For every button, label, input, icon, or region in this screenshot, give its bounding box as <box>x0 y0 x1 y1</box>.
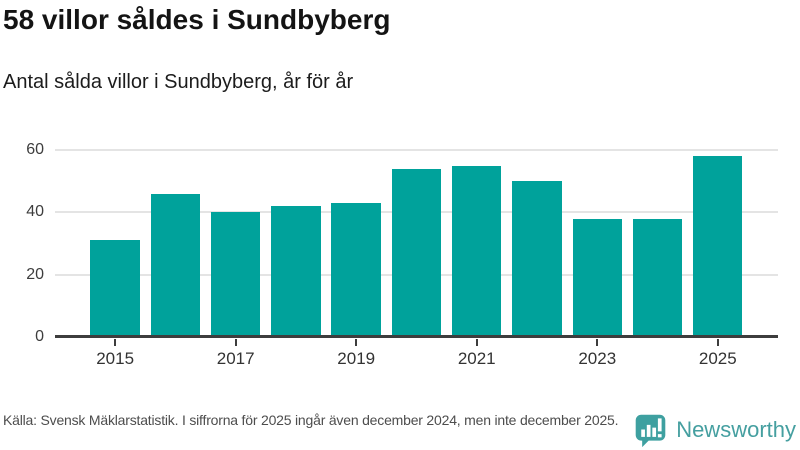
newsworthy-brand: Newsworthy <box>632 411 796 448</box>
y-tick-label-0: 0 <box>35 328 44 345</box>
x-slot-2017: 2017 <box>206 339 266 369</box>
x-slot-2018 <box>266 339 326 369</box>
bar-2023 <box>572 218 622 337</box>
x-tick-label-2023: 2023 <box>578 349 617 368</box>
y-tick-label-40: 40 <box>26 203 44 221</box>
y-tick-label-20: 20 <box>26 265 44 283</box>
bar-2017 <box>210 212 261 337</box>
bar-2020 <box>391 168 442 337</box>
x-slot-2016 <box>145 339 205 369</box>
bar-slot-2015 <box>85 150 145 337</box>
x-tick-label-2019: 2019 <box>337 349 376 368</box>
newsworthy-logo-icon <box>635 414 666 448</box>
x-slot-2015: 2015 <box>85 339 145 369</box>
x-slot-2025: 2025 <box>688 339 748 369</box>
bar-2025 <box>693 156 743 337</box>
bar-2021 <box>452 165 502 337</box>
x-tick-label-2025: 2025 <box>698 349 737 368</box>
x-slot-2023: 2023 <box>567 339 627 369</box>
bar-2019 <box>331 202 381 337</box>
bar-2022 <box>512 181 562 337</box>
x-tick-mark-2017 <box>234 339 237 346</box>
bar-2016 <box>150 193 201 337</box>
x-tick-label-2017: 2017 <box>216 349 255 368</box>
bar-slot-2017 <box>206 150 266 337</box>
bar-slot-2019 <box>326 150 386 337</box>
bar-slot-2018 <box>266 150 326 337</box>
bar-2024 <box>632 218 683 337</box>
chart-subtitle: Antal sålda villor i Sundbyberg, år för … <box>3 71 354 93</box>
plot-area <box>55 149 778 338</box>
y-axis: 0 20 40 60 <box>0 141 44 345</box>
x-tick-mark-2025 <box>716 339 719 346</box>
x-tick-label-2021: 2021 <box>457 349 496 368</box>
x-tick-mark-2019 <box>355 339 358 346</box>
bar-slot-2016 <box>145 150 205 337</box>
x-tick-mark-2015 <box>114 339 117 346</box>
bar-slot-2021 <box>447 150 507 337</box>
x-tick-mark-2023 <box>596 339 599 346</box>
bar-2018 <box>271 206 321 337</box>
x-axis: 2015 2017 2019 2021 2023 2025 <box>85 339 748 369</box>
bar-slot-2020 <box>386 150 446 337</box>
gridline-60 <box>55 149 778 151</box>
y-tick-label-60: 60 <box>26 141 44 158</box>
source-note: Källa: Svensk Mäklarstatistik. I siffror… <box>3 412 619 428</box>
x-tick-label-2015: 2015 <box>96 349 135 368</box>
x-slot-2020 <box>386 339 446 369</box>
newsworthy-brand-name: Newsworthy <box>676 416 796 442</box>
bar-slot-2024 <box>627 150 687 337</box>
bars-row <box>85 150 748 337</box>
x-slot-2022 <box>507 339 567 369</box>
bar-slot-2025 <box>688 150 748 337</box>
bar-slot-2023 <box>567 150 627 337</box>
chart-title: 58 villor såldes i Sundbyberg <box>3 4 391 35</box>
bar-slot-2022 <box>507 150 567 337</box>
x-slot-2021: 2021 <box>447 339 507 369</box>
bar-2015 <box>90 240 140 337</box>
x-slot-2024 <box>627 339 687 369</box>
x-tick-mark-2021 <box>475 339 478 346</box>
x-axis-line <box>55 335 778 338</box>
x-slot-2019: 2019 <box>326 339 386 369</box>
